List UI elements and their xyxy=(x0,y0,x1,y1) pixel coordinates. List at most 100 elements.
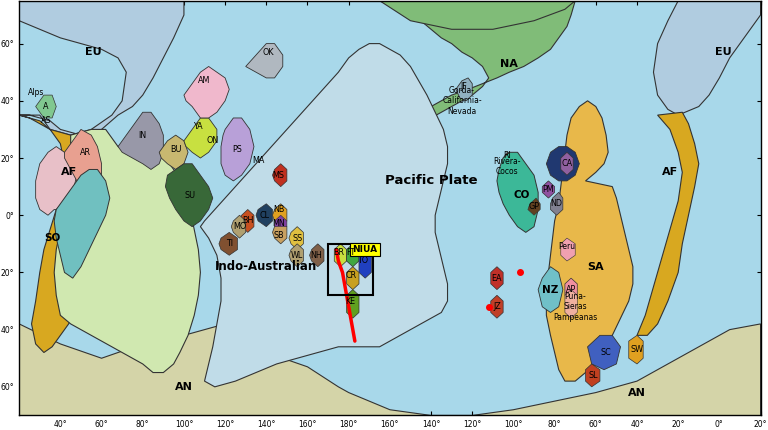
Bar xyxy=(328,244,373,295)
Polygon shape xyxy=(273,164,287,187)
Text: Indo-Australian: Indo-Australian xyxy=(215,260,317,273)
Text: Gorda-
California-
Nevada: Gorda- California- Nevada xyxy=(442,86,482,116)
Text: PM: PM xyxy=(543,185,554,194)
Polygon shape xyxy=(565,289,578,318)
Polygon shape xyxy=(629,335,643,364)
Polygon shape xyxy=(273,204,287,227)
Text: AF: AF xyxy=(61,167,77,177)
Text: TO: TO xyxy=(358,256,369,265)
Text: AR: AR xyxy=(80,148,91,157)
Text: EU: EU xyxy=(85,47,101,57)
Text: RI: RI xyxy=(503,150,511,160)
Text: PS: PS xyxy=(233,145,243,154)
Text: NIUA: NIUA xyxy=(353,245,378,254)
Polygon shape xyxy=(19,1,184,135)
Text: YA: YA xyxy=(194,122,204,131)
Polygon shape xyxy=(491,295,503,318)
Polygon shape xyxy=(565,278,578,301)
Polygon shape xyxy=(455,78,472,101)
Text: SU: SU xyxy=(184,190,196,200)
Polygon shape xyxy=(55,169,110,278)
Polygon shape xyxy=(35,95,56,118)
Polygon shape xyxy=(546,147,579,181)
Text: BU: BU xyxy=(170,145,181,154)
Text: JZ: JZ xyxy=(493,302,501,311)
Polygon shape xyxy=(159,135,188,169)
Text: CA: CA xyxy=(561,159,572,168)
Polygon shape xyxy=(588,335,621,370)
Polygon shape xyxy=(19,324,760,421)
Polygon shape xyxy=(273,221,287,244)
Text: Peru: Peru xyxy=(558,242,575,251)
Polygon shape xyxy=(35,147,77,215)
Text: SC: SC xyxy=(601,348,611,357)
Polygon shape xyxy=(542,181,554,198)
Polygon shape xyxy=(346,267,359,289)
Text: KE: KE xyxy=(346,297,356,306)
Polygon shape xyxy=(184,67,229,118)
Text: MA: MA xyxy=(252,157,264,166)
Polygon shape xyxy=(379,1,575,192)
Text: AF: AF xyxy=(662,167,678,177)
Polygon shape xyxy=(219,232,237,255)
Text: AP: AP xyxy=(566,285,576,294)
Text: AN: AN xyxy=(175,382,193,392)
Text: CO: CO xyxy=(514,190,530,200)
Text: NH: NH xyxy=(310,251,322,260)
Polygon shape xyxy=(221,118,254,181)
Text: SO: SO xyxy=(44,233,60,243)
Polygon shape xyxy=(118,112,164,169)
Text: NZ: NZ xyxy=(542,285,558,295)
Polygon shape xyxy=(165,164,213,227)
Polygon shape xyxy=(497,152,538,232)
Text: WL: WL xyxy=(291,251,303,260)
Polygon shape xyxy=(55,129,200,372)
Polygon shape xyxy=(289,244,303,267)
Text: GP: GP xyxy=(528,202,540,211)
Polygon shape xyxy=(528,198,540,215)
Polygon shape xyxy=(65,129,101,198)
Text: Rivera-
Cocos: Rivera- Cocos xyxy=(494,157,521,176)
Text: EA: EA xyxy=(492,273,502,283)
Text: NB: NB xyxy=(273,205,284,214)
Polygon shape xyxy=(637,112,699,335)
Text: A: A xyxy=(43,102,48,111)
Polygon shape xyxy=(546,101,633,381)
Polygon shape xyxy=(561,238,575,261)
Text: NA: NA xyxy=(501,58,518,69)
Text: SB: SB xyxy=(273,231,284,240)
Text: ND: ND xyxy=(551,199,563,208)
Text: Alps: Alps xyxy=(28,88,44,97)
Polygon shape xyxy=(184,118,217,158)
Text: CL: CL xyxy=(260,211,270,220)
Polygon shape xyxy=(501,152,511,169)
Polygon shape xyxy=(246,43,283,78)
Polygon shape xyxy=(289,227,303,249)
Text: SL: SL xyxy=(589,371,598,380)
Polygon shape xyxy=(585,364,600,387)
Polygon shape xyxy=(359,249,372,278)
Text: SA: SA xyxy=(588,262,604,272)
Text: FT: FT xyxy=(346,248,356,257)
Polygon shape xyxy=(561,152,573,175)
Polygon shape xyxy=(19,115,118,353)
Text: IN: IN xyxy=(139,131,147,140)
Text: CR: CR xyxy=(345,271,356,280)
Polygon shape xyxy=(334,244,346,267)
Text: MS: MS xyxy=(273,171,285,180)
Text: JF: JF xyxy=(461,82,468,91)
Text: SW: SW xyxy=(631,345,644,354)
Polygon shape xyxy=(379,1,575,29)
Text: ON: ON xyxy=(207,136,219,145)
Polygon shape xyxy=(654,1,760,115)
Text: AM: AM xyxy=(198,76,210,85)
Polygon shape xyxy=(256,204,273,227)
Text: Pacific Plate: Pacific Plate xyxy=(385,175,477,187)
Polygon shape xyxy=(310,244,324,267)
Text: BR: BR xyxy=(333,248,344,257)
Text: MN: MN xyxy=(273,219,285,228)
Text: BH: BH xyxy=(242,216,253,225)
Polygon shape xyxy=(346,289,359,318)
Text: AS: AS xyxy=(41,117,51,125)
Polygon shape xyxy=(538,267,563,313)
